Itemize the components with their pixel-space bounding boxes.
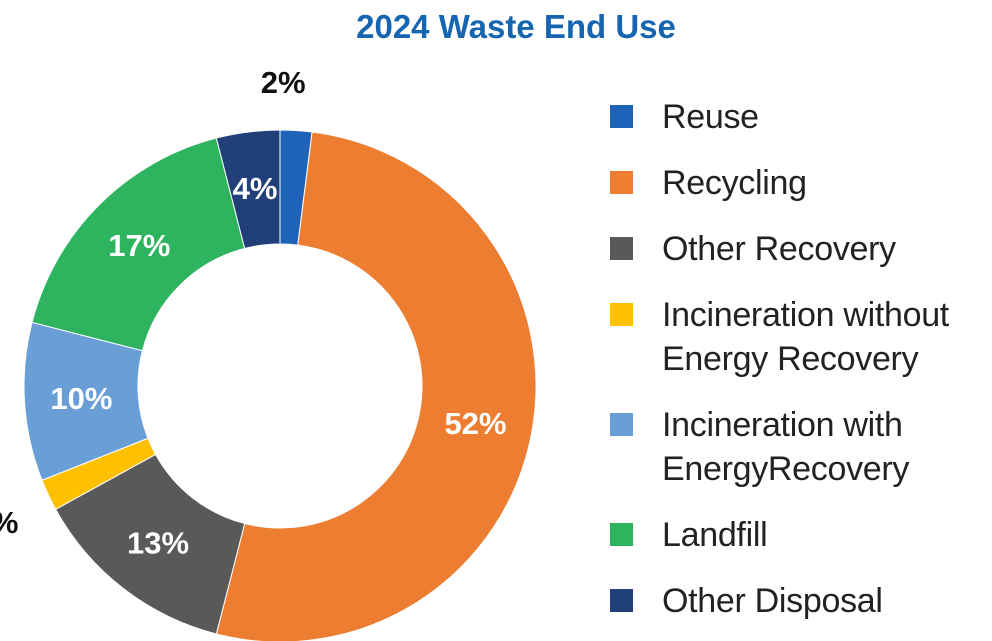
legend-label: Other Recovery — [662, 230, 896, 268]
legend-item-landfill: Landfill — [610, 513, 992, 557]
legend-item-incineration-without-energy-recovery: Incineration without Energy Recovery — [610, 293, 992, 381]
legend-label: Incineration without — [662, 296, 949, 334]
data-label-incineration-without-energy-recovery: 2% — [0, 505, 18, 540]
slice-other-disposal — [215, 129, 281, 250]
legend-swatch — [610, 413, 633, 436]
legend-item-other-disposal: Other Disposal — [610, 579, 992, 623]
slice-recycling — [215, 131, 537, 641]
data-label-other-recovery: 13% — [127, 526, 189, 561]
legend-swatch — [610, 589, 633, 612]
donut-chart: 2% 52% 13% 2% 10% 17% 4% — [0, 65, 537, 641]
legend-swatch — [610, 105, 633, 128]
data-label-other-disposal: 4% — [233, 171, 278, 206]
chart-legend: Reuse Recycling Other Recovery Incineration… — [610, 95, 992, 623]
legend-swatch — [610, 523, 633, 546]
legend-item-other-recovery: Other Recovery — [610, 227, 992, 271]
slice-landfill — [31, 137, 246, 352]
chart-title: 2024 Waste End Use — [356, 8, 676, 45]
legend-label: Landfill — [662, 516, 768, 554]
legend-label: Other Disposal — [662, 582, 883, 620]
data-label-recycling: 52% — [444, 406, 506, 441]
legend-item-recycling: Recycling — [610, 161, 992, 205]
legend-label: EnergyRecovery — [662, 450, 910, 488]
data-label-incineration-with-energyrecovery: 10% — [50, 381, 112, 416]
legend-swatch — [610, 303, 633, 326]
data-label-landfill: 17% — [108, 228, 170, 263]
legend-label: Energy Recovery — [662, 340, 919, 378]
legend-label: Incineration with — [662, 406, 903, 444]
legend-swatch — [610, 171, 633, 194]
legend-label: Reuse — [662, 98, 759, 136]
legend-item-incineration-with-energyrecovery: Incineration with EnergyRecovery — [610, 403, 992, 491]
data-label-reuse: 2% — [261, 65, 306, 100]
legend-item-reuse: Reuse — [610, 95, 992, 139]
legend-swatch — [610, 237, 633, 260]
legend-label: Recycling — [662, 164, 807, 202]
